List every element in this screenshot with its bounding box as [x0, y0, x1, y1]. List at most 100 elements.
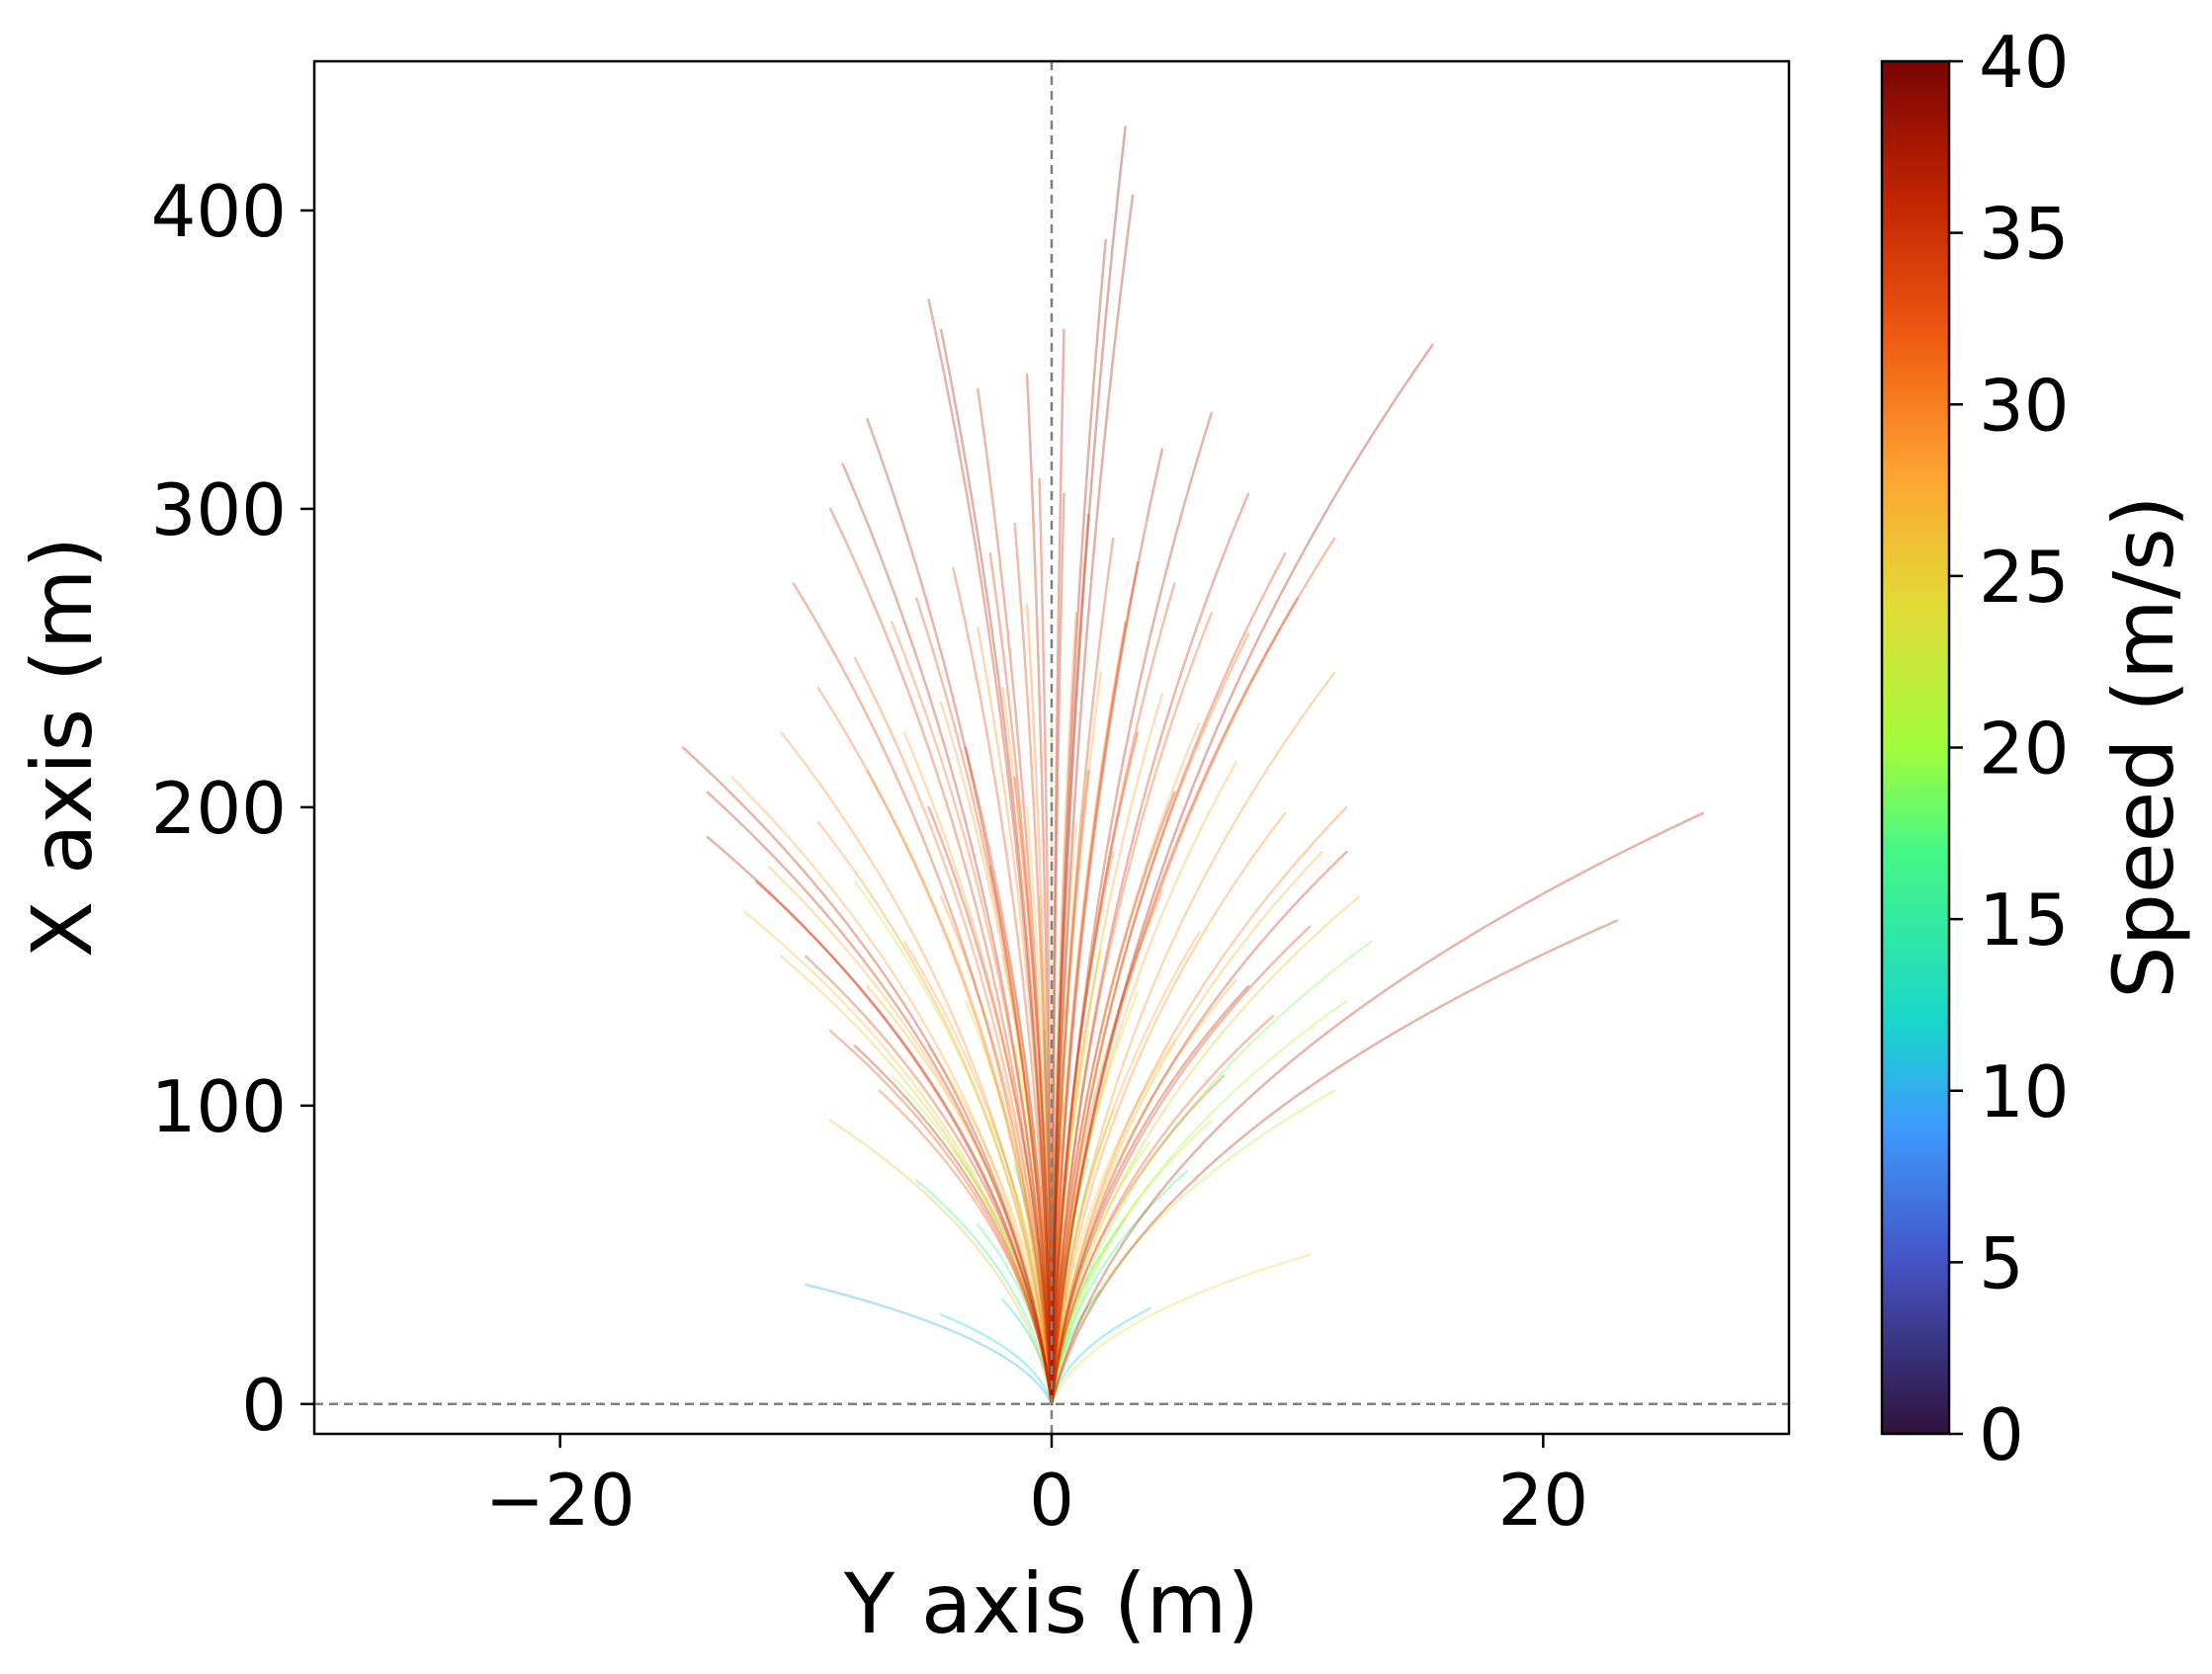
- colorbar-tick-label: 5: [1979, 1221, 2024, 1304]
- trajectory-traj-109: [1050, 1119, 1213, 1406]
- x-tick-label: −20: [485, 1459, 636, 1542]
- trajectory-traj-59: [1050, 850, 1323, 1406]
- trajectory-traj-15: [1050, 412, 1213, 1406]
- trajectory-traj-79: [1050, 850, 1115, 1406]
- trajectory-traj-91: [964, 999, 1054, 1406]
- trajectory-traj-53: [1050, 722, 1201, 1406]
- colorbar-ticks: 0 5 10 15 20 25 30 35 40: [1949, 21, 2070, 1476]
- trajectory-traj-61: [1050, 895, 1361, 1406]
- y-tick-label: 300: [151, 468, 287, 551]
- trajectory-traj-107: [853, 880, 1054, 1406]
- trajectory-traj-127: [914, 1179, 1054, 1406]
- trajectory-traj-122: [939, 1312, 1054, 1406]
- trajectory-traj-27: [1050, 513, 1090, 1406]
- trajectory-traj-3: [1050, 343, 1434, 1406]
- colorbar-tick-label: 10: [1979, 1050, 2070, 1133]
- trajectory-lines: [681, 126, 1705, 1406]
- trajectory-traj-114: [1013, 1163, 1054, 1406]
- x-tick-label: 0: [1029, 1459, 1074, 1542]
- trajectory-traj-29: [1050, 537, 1115, 1406]
- trajectory-traj-14: [1025, 373, 1054, 1406]
- trajectory-traj-50: [939, 701, 1054, 1406]
- trajectory-traj-40: [1050, 671, 1336, 1406]
- trajectory-traj-81: [1050, 889, 1164, 1406]
- trajectory-traj-17: [841, 462, 1054, 1406]
- colorbar-tick-label: 20: [1979, 708, 2070, 791]
- colorbar-label: Speed (m/s): [2095, 495, 2192, 998]
- x-tick-label: 20: [1498, 1459, 1589, 1542]
- trajectory-traj-90: [1050, 949, 1102, 1406]
- trajectory-traj-93: [927, 1045, 1054, 1406]
- trajectory-traj-84: [866, 984, 1054, 1406]
- trajectory-traj-36: [853, 656, 1054, 1406]
- trajectory-traj-31: [1050, 561, 1140, 1406]
- trajectory-traj-57: [1050, 811, 1287, 1406]
- trajectory-traj-121: [1050, 1289, 1102, 1406]
- trajectory-traj-32: [914, 597, 1054, 1406]
- trajectory-traj-52: [902, 731, 1054, 1406]
- trajectory-traj-80: [939, 895, 1054, 1406]
- trajectory-traj-54: [866, 770, 1054, 1406]
- trajectory-traj-124: [805, 1283, 1054, 1406]
- trajectory-traj-24: [1038, 477, 1054, 1406]
- trajectory-traj-37: [1050, 632, 1250, 1406]
- trajectory-traj-98: [1050, 1030, 1090, 1406]
- trajectory-traj-76: [1013, 776, 1054, 1406]
- trajectory-traj-67: [828, 1030, 1054, 1406]
- y-tick-label: 100: [151, 1065, 287, 1148]
- trajectory-traj-43: [730, 776, 1054, 1406]
- colorbar-tick-label: 0: [1979, 1393, 2024, 1476]
- trajectory-traj-70: [1050, 984, 1250, 1406]
- trajectory-traj-92: [1050, 990, 1140, 1406]
- trajectory-traj-35: [1050, 612, 1213, 1406]
- trajectory-traj-39: [816, 686, 1054, 1406]
- trajectory-traj-21: [1050, 551, 1287, 1406]
- trajectory-traj-63: [755, 880, 1054, 1406]
- trajectory-traj-49: [1050, 671, 1102, 1406]
- trajectory-traj-103: [952, 1148, 1054, 1406]
- trajectory-traj-41: [1050, 805, 1348, 1406]
- trajectory-traj-100: [1050, 1089, 1065, 1406]
- trajectory-traj-38: [1050, 597, 1299, 1406]
- y-axis-ticks: 0 100 200 300 400: [151, 170, 314, 1447]
- trajectory-traj-110: [1050, 1089, 1336, 1406]
- trajectory-traj-26: [1013, 522, 1054, 1406]
- colorbar-tick-label: 15: [1979, 879, 2070, 962]
- trajectory-traj-45: [1050, 621, 1127, 1406]
- colorbar-tick-label: 30: [1979, 364, 2070, 447]
- trajectory-traj-105: [1050, 940, 1373, 1406]
- trajectory-traj-56: [816, 820, 1054, 1406]
- trajectory-traj-55: [1050, 761, 1237, 1406]
- trajectory-traj-87: [1050, 820, 1078, 1406]
- trajectory-traj-9: [939, 328, 1054, 1406]
- trajectory-traj-2: [1050, 919, 1619, 1406]
- trajectory-traj-51: [1050, 692, 1164, 1406]
- trajectory-traj-6: [706, 835, 1054, 1406]
- trajectory-traj-25: [1050, 492, 1065, 1406]
- trajectory-traj-71: [853, 1045, 1054, 1406]
- trajectory-traj-30: [952, 567, 1054, 1406]
- trajectory-traj-120: [1001, 1297, 1054, 1406]
- colorbar-tick-label: 40: [1979, 21, 2070, 104]
- trajectory-traj-77: [1050, 770, 1090, 1406]
- x-axis-ticks: −20 0 20: [485, 1434, 1588, 1542]
- trajectory-traj-42: [780, 731, 1054, 1406]
- trajectory-traj-83: [1050, 931, 1201, 1406]
- trajectory-traj-44: [977, 627, 1054, 1406]
- trajectory-traj-64: [1050, 925, 1312, 1406]
- trajectory-traj-82: [902, 940, 1054, 1406]
- trajectory-traj-94: [1050, 1039, 1176, 1406]
- trajectory-traj-5: [706, 791, 1054, 1406]
- trajectory-traj-69: [878, 1089, 1054, 1406]
- trajectory-traj-106: [1050, 999, 1348, 1406]
- trajectory-traj-96: [1050, 910, 1065, 1406]
- trajectory-traj-78: [988, 866, 1054, 1406]
- trajectory-traj-97: [1013, 1045, 1054, 1406]
- y-tick-label: 400: [151, 170, 287, 253]
- trajectory-traj-89: [1001, 955, 1054, 1406]
- trajectory-traj-12: [1050, 238, 1107, 1406]
- trajectory-traj-62: [1050, 850, 1348, 1406]
- trajectory-traj-68: [1050, 1074, 1226, 1406]
- trajectory-traj-72: [927, 805, 1054, 1406]
- trajectory-traj-73: [1050, 791, 1176, 1406]
